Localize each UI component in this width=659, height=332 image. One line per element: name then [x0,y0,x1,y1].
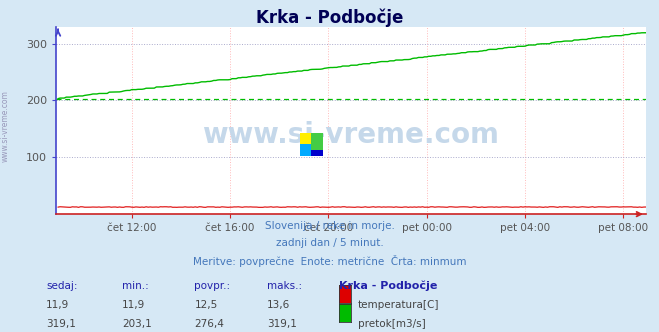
Text: Krka - Podbočje: Krka - Podbočje [339,281,438,291]
Text: 319,1: 319,1 [46,319,76,329]
Text: pretok[m3/s]: pretok[m3/s] [358,319,426,329]
Text: povpr.:: povpr.: [194,281,231,290]
Bar [312,133,323,150]
Text: zadnji dan / 5 minut.: zadnji dan / 5 minut. [275,238,384,248]
Text: 319,1: 319,1 [267,319,297,329]
Bar [300,133,312,144]
Text: 11,9: 11,9 [122,300,145,310]
Text: www.si-vreme.com: www.si-vreme.com [202,122,500,149]
Text: 13,6: 13,6 [267,300,290,310]
Bar [312,150,323,156]
Text: min.:: min.: [122,281,149,290]
Text: 203,1: 203,1 [122,319,152,329]
Text: www.si-vreme.com: www.si-vreme.com [1,90,10,162]
Text: maks.:: maks.: [267,281,302,290]
Text: 12,5: 12,5 [194,300,217,310]
Text: Krka - Podbočje: Krka - Podbočje [256,8,403,27]
Text: temperatura[C]: temperatura[C] [358,300,440,310]
Text: 11,9: 11,9 [46,300,69,310]
Bar [300,144,312,156]
Text: sedaj:: sedaj: [46,281,78,290]
Text: Slovenija / reke in morje.: Slovenija / reke in morje. [264,221,395,231]
Text: Meritve: povprečne  Enote: metrične  Črta: minmum: Meritve: povprečne Enote: metrične Črta:… [192,255,467,267]
Text: 276,4: 276,4 [194,319,224,329]
